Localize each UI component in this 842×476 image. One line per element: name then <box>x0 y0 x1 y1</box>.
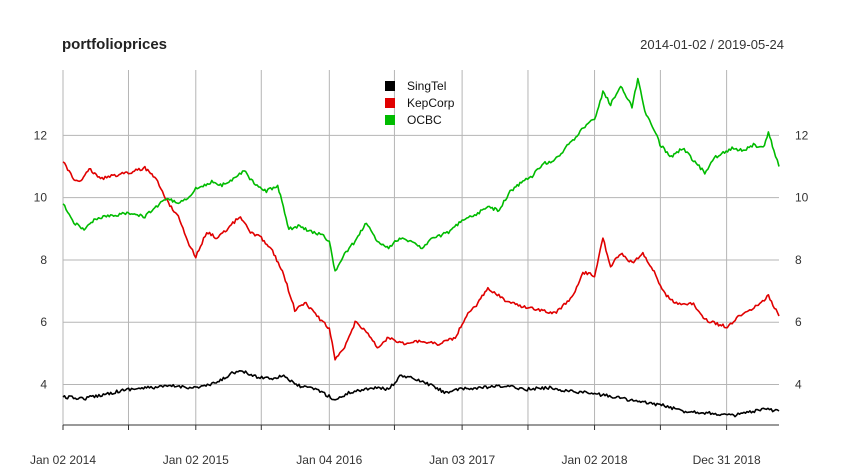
x-tick-label: Jan 03 2017 <box>429 453 495 467</box>
y-tick-label-left: 4 <box>40 378 47 392</box>
legend-label-singtel: SingTel <box>407 79 446 93</box>
y-tick-label-right: 4 <box>795 378 802 392</box>
legend: SingTel KepCorp OCBC <box>385 79 455 127</box>
y-axis-right: 4 6 8 10 12 <box>795 128 809 391</box>
y-tick-label-right: 8 <box>795 253 802 267</box>
y-tick-label-right: 6 <box>795 315 802 329</box>
legend-swatch-kepcorp <box>385 98 395 108</box>
legend-swatch-ocbc <box>385 115 395 125</box>
series-line-singtel <box>62 370 780 418</box>
series-lines <box>62 77 780 418</box>
legend-label-kepcorp: KepCorp <box>407 96 455 110</box>
x-tick-label: Jan 02 2015 <box>163 453 229 467</box>
y-tick-label-right: 10 <box>795 191 809 205</box>
y-tick-label-left: 10 <box>34 191 48 205</box>
y-tick-label-left: 12 <box>34 128 48 142</box>
x-tick-label: Jan 04 2016 <box>296 453 362 467</box>
chart-title: portfolioprices <box>62 36 167 53</box>
x-tick-label: Jan 02 2018 <box>562 453 628 467</box>
series-line-ocbc <box>62 77 780 272</box>
legend-swatch-singtel <box>385 81 395 91</box>
y-tick-label-left: 6 <box>40 315 47 329</box>
series-line-kepcorp <box>62 161 780 361</box>
grid <box>62 70 779 425</box>
y-tick-label-right: 12 <box>795 128 809 142</box>
y-axis-left: 4 6 8 10 12 <box>34 128 48 391</box>
x-axis: Jan 02 2014 Jan 02 2015 Jan 04 2016 Jan 03 … <box>30 424 779 467</box>
x-tick-label: Dec 31 2018 <box>693 453 761 467</box>
legend-label-ocbc: OCBC <box>407 113 442 127</box>
x-tick-label: Jan 02 2014 <box>30 453 96 467</box>
chart-date-range: 2014-01-02 / 2019-05-24 <box>640 37 784 52</box>
y-tick-label-left: 8 <box>40 253 47 267</box>
